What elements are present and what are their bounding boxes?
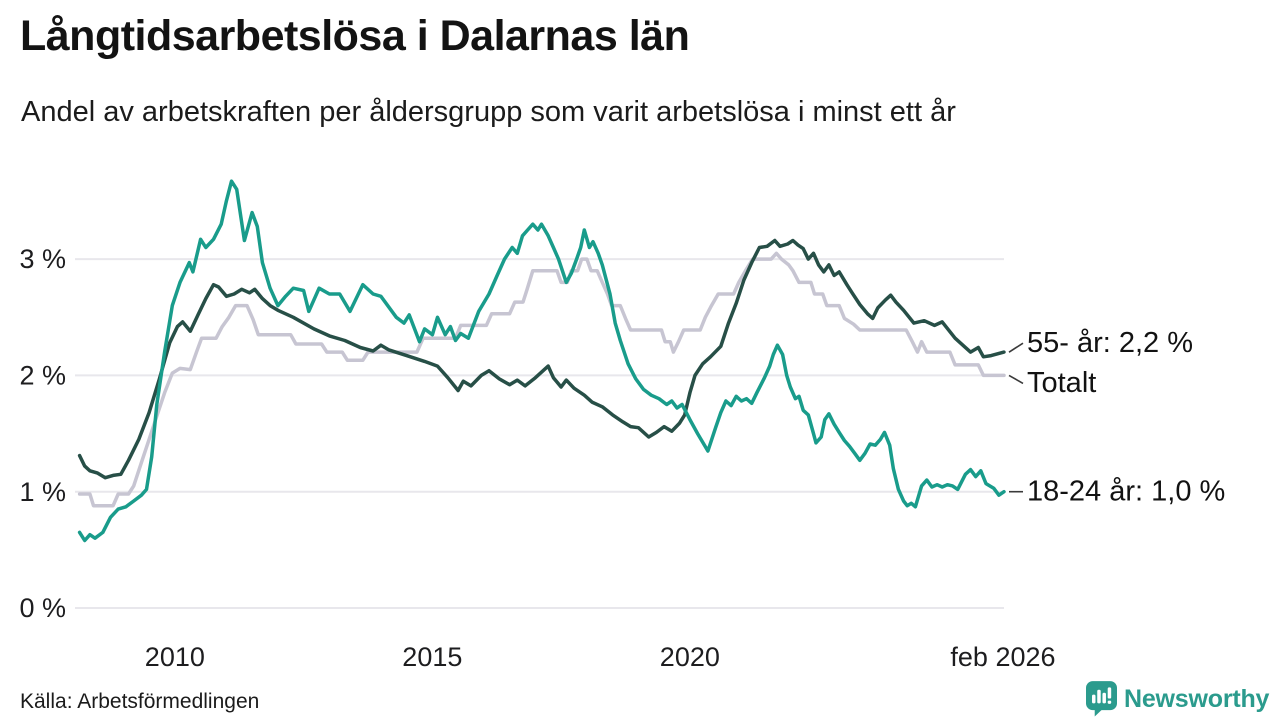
x-tick-label: 2020 [660,642,720,672]
y-tick-label: 3 % [19,244,66,274]
page-title: Långtidsarbetslösa i Dalarnas län [20,12,690,60]
label-connector [1008,374,1024,385]
x-tick-label: 2015 [402,642,462,672]
series-line [77,238,1006,480]
series-end-label: Totalt [1027,367,1096,399]
series-end-label: 18-24 år: 1,0 % [1027,475,1225,507]
y-tick-label: 1 % [19,477,66,507]
label-connector [1008,342,1024,353]
series-line [77,179,1006,543]
newsworthy-wordmark: Newsworthy [1124,684,1270,713]
newsworthy-icon [1086,681,1117,717]
source-note: Källa: Arbetsförmedlingen [20,690,260,713]
x-tick-label: 2010 [145,642,205,672]
series-end-label: 55- år: 2,2 % [1027,327,1193,359]
x-tick-label: feb 2026 [950,642,1055,672]
y-tick-label: 2 % [19,361,66,391]
newsworthy-logo[interactable]: Newsworthy [1086,681,1269,717]
series-line [77,251,1006,508]
chart-subtitle: Andel av arbetskraften per åldersgrupp s… [21,96,956,128]
y-tick-label: 0 % [19,593,66,623]
